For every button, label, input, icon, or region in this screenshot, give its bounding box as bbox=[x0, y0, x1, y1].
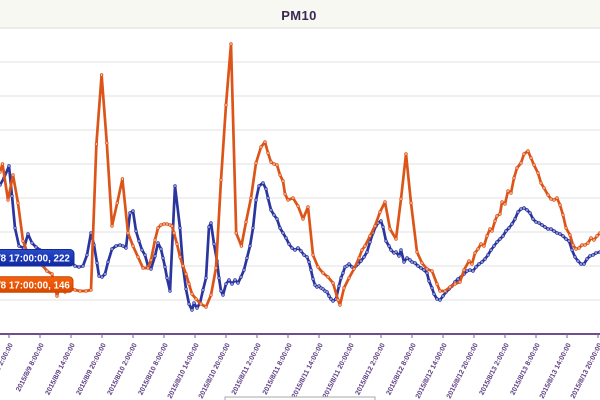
svg-text:2015/8/10 14:00:00: 2015/8/10 14:00:00 bbox=[167, 342, 201, 400]
svg-text:2015/8/10 2:00:00: 2015/8/10 2:00:00 bbox=[107, 342, 139, 396]
svg-text:2015/8/9 20:00:00: 2015/8/9 20:00:00 bbox=[76, 342, 108, 396]
svg-text:2015/8/12 8:00:00: 2015/8/12 8:00:00 bbox=[386, 342, 418, 396]
svg-text:2015/8/12 14:00:00: 2015/8/12 14:00:00 bbox=[415, 342, 449, 400]
svg-text:2015/8/10 20:00:00: 2015/8/10 20:00:00 bbox=[198, 342, 232, 400]
svg-text:2015/8/9 8:00:00: 2015/8/9 8:00:00 bbox=[15, 342, 45, 393]
svg-text:2015/8/12 20:00:00: 2015/8/12 20:00:00 bbox=[446, 342, 480, 400]
svg-text:PM10: PM10 bbox=[281, 8, 317, 23]
svg-text:2015/8/11 8:00:00: 2015/8/11 8:00:00 bbox=[262, 342, 294, 396]
svg-text:2015/8/10 8:00:00: 2015/8/10 8:00:00 bbox=[138, 342, 170, 396]
svg-text:2015/8/12 2:00:00: 2015/8/12 2:00:00 bbox=[355, 342, 387, 396]
svg-text:2015/8/9 14:00:00: 2015/8/9 14:00:00 bbox=[45, 342, 77, 396]
svg-text:2015/8/9 2:00:00: 2015/8/9 2:00:00 bbox=[0, 342, 15, 393]
svg-text:2015/8/11 14:00:00: 2015/8/11 14:00:00 bbox=[291, 342, 325, 399]
svg-text:2015/8/8 17:00:00, 222: 2015/8/8 17:00:00, 222 bbox=[0, 254, 70, 265]
svg-text:2015/8/13 14:00:00: 2015/8/13 14:00:00 bbox=[539, 342, 573, 400]
svg-text:2015/8/11 20:00:00: 2015/8/11 20:00:00 bbox=[322, 342, 356, 399]
svg-text:2015/8/13 2:00:00: 2015/8/13 2:00:00 bbox=[479, 342, 511, 396]
svg-text:2015/8/8 17:00:00, 146: 2015/8/8 17:00:00, 146 bbox=[0, 281, 70, 292]
svg-text:2015/8/11 2:00:00: 2015/8/11 2:00:00 bbox=[231, 342, 263, 396]
svg-text:2015/8/13 8:00:00: 2015/8/13 8:00:00 bbox=[510, 342, 542, 396]
svg-text:2015/8/13 20:00:00: 2015/8/13 20:00:00 bbox=[570, 342, 600, 400]
